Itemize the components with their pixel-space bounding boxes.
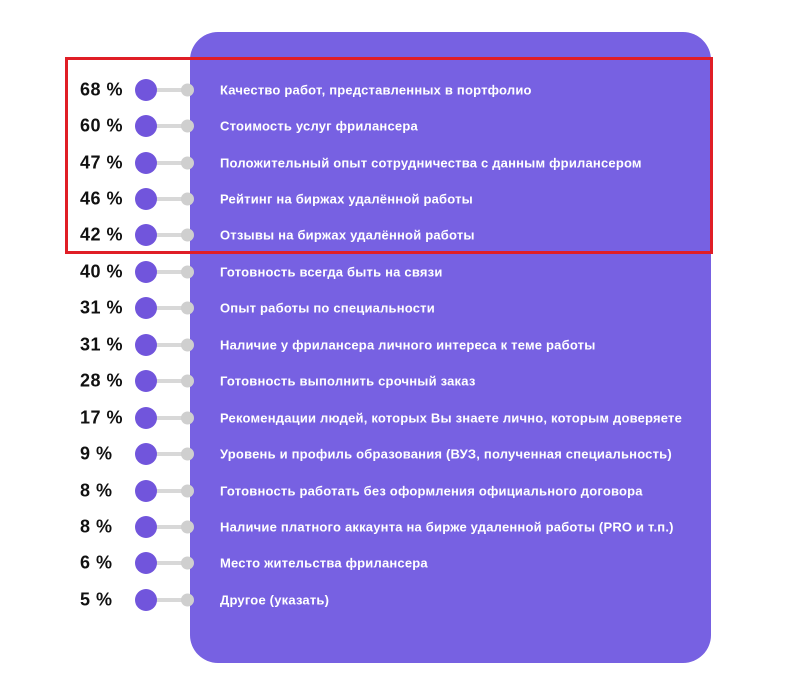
percent-value: 42 % — [80, 224, 124, 245]
value-dot — [135, 333, 157, 356]
connector-line — [148, 197, 188, 202]
edge-dot — [181, 593, 194, 607]
row-label: Другое (указать) — [220, 592, 330, 608]
chart-row: 5 % Другое (указать) — [0, 582, 800, 618]
connector-line — [148, 306, 188, 311]
connector-line — [148, 87, 188, 92]
connector-line — [148, 160, 188, 165]
connector-line — [148, 379, 188, 384]
edge-dot — [181, 83, 194, 97]
value-dot — [135, 588, 157, 611]
edge-dot — [181, 520, 194, 534]
row-label: Готовность работать без оформления офици… — [220, 483, 643, 499]
value-dot — [135, 297, 157, 320]
chart-row: 8 % Наличие платного аккаунта на бирже у… — [0, 509, 800, 545]
edge-dot — [181, 411, 194, 425]
row-label: Отзывы на биржах удалённой работы — [220, 227, 475, 243]
chart-row: 9 % Уровень и профиль образования (ВУЗ, … — [0, 436, 800, 472]
value-dot — [135, 188, 157, 211]
percent-value: 6 % — [80, 552, 113, 573]
edge-dot — [181, 192, 194, 206]
value-dot — [135, 515, 157, 538]
value-dot — [135, 479, 157, 502]
percent-value: 8 % — [80, 480, 113, 501]
connector-line — [148, 124, 188, 129]
connector-line — [148, 342, 188, 347]
edge-dot — [181, 447, 194, 461]
chart-panel — [190, 32, 711, 663]
chart-row: 28 % Готовность выполнить срочный заказ — [0, 363, 800, 399]
edge-dot — [181, 265, 194, 279]
connector-line — [148, 415, 188, 420]
row-label: Положительный опыт сотрудничества с данн… — [220, 155, 642, 171]
percent-value: 31 % — [80, 334, 124, 355]
row-label: Рейтинг на биржах удалённой работы — [220, 191, 473, 207]
chart-row: 42 % Отзывы на биржах удалённой работы — [0, 217, 800, 253]
percent-value: 9 % — [80, 443, 113, 464]
edge-dot — [181, 374, 194, 388]
edge-dot — [181, 228, 194, 242]
row-label: Рекомендации людей, которых Вы знаете ли… — [220, 410, 683, 426]
connector-line — [148, 488, 188, 493]
chart-row: 40 % Готовность всегда быть на связи — [0, 254, 800, 290]
value-dot — [135, 151, 157, 174]
percent-value: 46 % — [80, 188, 124, 209]
chart-row: 31 % Опыт работы по специальности — [0, 290, 800, 326]
edge-dot — [181, 484, 194, 498]
value-dot — [135, 260, 157, 283]
connector-line — [148, 233, 188, 238]
connector-line — [148, 524, 188, 529]
percent-value: 60 % — [80, 115, 124, 136]
edge-dot — [181, 556, 194, 570]
chart-row: 46 % Рейтинг на биржах удалённой работы — [0, 181, 800, 217]
percent-value: 31 % — [80, 297, 124, 318]
edge-dot — [181, 301, 194, 315]
percent-value: 28 % — [80, 370, 124, 391]
row-label: Стоимость услуг фрилансера — [220, 118, 418, 134]
chart-rows: 68 % Качество работ, представленных в по… — [0, 72, 800, 619]
percent-value: 8 % — [80, 516, 113, 537]
value-dot — [135, 370, 157, 393]
chart-row: 31 % Наличие у фрилансера личного интере… — [0, 327, 800, 363]
edge-dot — [181, 338, 194, 352]
row-label: Качество работ, представленных в портфол… — [220, 82, 532, 98]
row-label: Уровень и профиль образования (ВУЗ, полу… — [220, 446, 672, 462]
connector-line — [148, 269, 188, 274]
value-dot — [135, 224, 157, 247]
chart-row: 68 % Качество работ, представленных в по… — [0, 72, 800, 108]
connector-line — [148, 561, 188, 566]
percent-value: 40 % — [80, 261, 124, 282]
row-label: Место жительства фрилансера — [220, 555, 428, 571]
chart-row: 8 % Готовность работать без оформления о… — [0, 472, 800, 508]
value-dot — [135, 443, 157, 466]
value-dot — [135, 115, 157, 138]
chart-row: 6 % Место жительства фрилансера — [0, 545, 800, 581]
edge-dot — [181, 156, 194, 170]
edge-dot — [181, 119, 194, 133]
row-label: Наличие у фрилансера личного интереса к … — [220, 337, 596, 353]
percent-value: 47 % — [80, 152, 124, 173]
connector-line — [148, 452, 188, 457]
percent-value: 5 % — [80, 589, 113, 610]
value-dot — [135, 406, 157, 429]
value-dot — [135, 78, 157, 101]
connector-line — [148, 597, 188, 602]
percent-value: 17 % — [80, 407, 124, 428]
chart-row: 47 % Положительный опыт сотрудничества с… — [0, 144, 800, 180]
chart-row: 60 % Стоимость услуг фрилансера — [0, 108, 800, 144]
chart-row: 17 % Рекомендации людей, которых Вы знае… — [0, 399, 800, 435]
row-label: Наличие платного аккаунта на бирже удале… — [220, 519, 674, 535]
value-dot — [135, 552, 157, 575]
percent-value: 68 % — [80, 79, 124, 100]
row-label: Готовность выполнить срочный заказ — [220, 373, 476, 389]
row-label: Готовность всегда быть на связи — [220, 264, 443, 280]
row-label: Опыт работы по специальности — [220, 300, 435, 316]
